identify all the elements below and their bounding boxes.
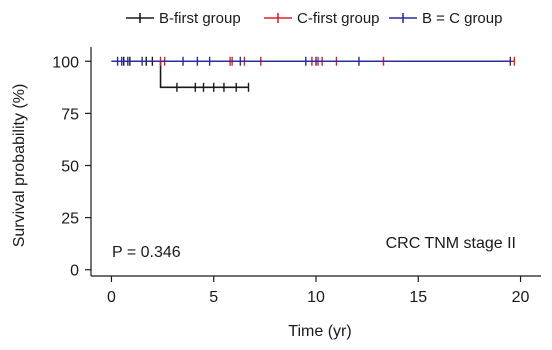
x-axis-title: Time (yr): [288, 323, 351, 340]
y-tick-label: 0: [70, 263, 79, 280]
x-tick-label: 10: [307, 289, 325, 306]
legend-label-b-first-group: B-first group: [159, 10, 241, 27]
y-axis-title: Survival probability (%): [11, 84, 28, 248]
x-ticks: 0 5 10 15 20: [107, 276, 530, 306]
series-line-b-first-group: [111, 60, 249, 89]
legend: B-first group C-first group B = C group: [126, 10, 502, 27]
series-layer: [111, 56, 516, 92]
x-tick-label: 0: [107, 289, 116, 306]
p-value-annotation: P = 0.346: [112, 244, 181, 261]
legend-label-c-first-group: C-first group: [297, 10, 380, 27]
y-tick-label: 75: [61, 106, 79, 123]
stage-annotation: CRC TNM stage II: [386, 235, 516, 252]
legend-label-b-c-group: B = C group: [422, 10, 502, 27]
y-tick-label: 50: [61, 159, 79, 176]
x-tick-label: 5: [209, 289, 218, 306]
y-ticks: 0 25 50 75 100: [52, 54, 91, 280]
x-tick-label: 15: [409, 289, 427, 306]
x-tick-label: 20: [512, 289, 530, 306]
y-tick-label: 25: [61, 211, 79, 228]
y-tick-label: 100: [52, 54, 79, 71]
